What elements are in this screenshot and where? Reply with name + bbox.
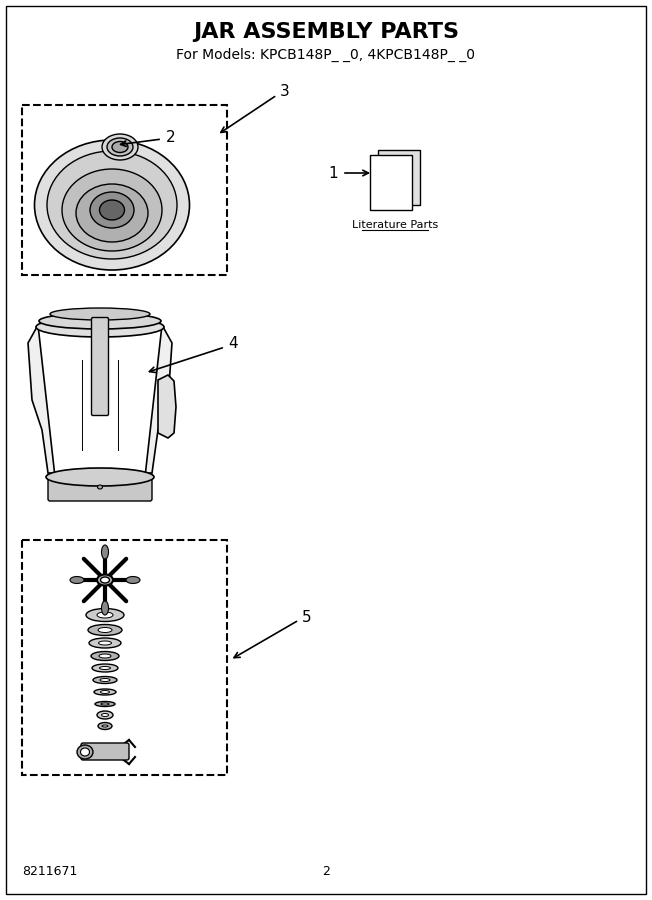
Ellipse shape — [90, 192, 134, 228]
Text: 1: 1 — [329, 166, 338, 181]
Ellipse shape — [102, 545, 108, 559]
Text: 2: 2 — [322, 865, 330, 878]
Polygon shape — [28, 325, 172, 477]
Bar — [22, 105, 227, 275]
Ellipse shape — [92, 664, 118, 672]
Polygon shape — [158, 375, 176, 438]
Ellipse shape — [47, 151, 177, 259]
FancyBboxPatch shape — [48, 475, 152, 501]
Ellipse shape — [91, 652, 119, 661]
Ellipse shape — [98, 485, 102, 489]
Ellipse shape — [102, 714, 108, 716]
Ellipse shape — [112, 141, 128, 152]
Ellipse shape — [98, 723, 112, 730]
Ellipse shape — [39, 313, 161, 329]
Ellipse shape — [102, 725, 108, 727]
FancyBboxPatch shape — [370, 155, 412, 210]
FancyBboxPatch shape — [378, 150, 420, 205]
Ellipse shape — [100, 200, 125, 220]
Ellipse shape — [126, 577, 140, 583]
Ellipse shape — [100, 667, 110, 670]
Ellipse shape — [89, 638, 121, 648]
FancyBboxPatch shape — [91, 318, 108, 416]
Ellipse shape — [93, 677, 117, 683]
Ellipse shape — [100, 577, 110, 583]
Ellipse shape — [62, 169, 162, 251]
Ellipse shape — [98, 627, 112, 633]
Text: Literature Parts: Literature Parts — [352, 220, 438, 230]
Ellipse shape — [80, 748, 89, 756]
Ellipse shape — [77, 745, 93, 759]
Text: 4: 4 — [228, 337, 237, 352]
Ellipse shape — [76, 184, 148, 242]
Text: 8211671: 8211671 — [22, 865, 78, 878]
Ellipse shape — [50, 308, 150, 320]
Ellipse shape — [86, 608, 124, 622]
Bar — [22, 540, 227, 775]
Ellipse shape — [98, 641, 111, 645]
Text: JAR ASSEMBLY PARTS: JAR ASSEMBLY PARTS — [193, 22, 459, 42]
Ellipse shape — [94, 689, 116, 695]
Ellipse shape — [70, 577, 84, 583]
Ellipse shape — [100, 679, 110, 681]
Ellipse shape — [102, 601, 108, 615]
Ellipse shape — [97, 574, 113, 586]
Ellipse shape — [101, 703, 109, 705]
Ellipse shape — [95, 701, 115, 706]
Ellipse shape — [102, 134, 138, 160]
FancyBboxPatch shape — [81, 743, 129, 760]
Text: 5: 5 — [302, 609, 312, 625]
Ellipse shape — [88, 625, 122, 635]
Ellipse shape — [46, 468, 154, 486]
Ellipse shape — [100, 690, 110, 694]
Ellipse shape — [35, 140, 190, 270]
Text: For Models: KPCB148P_ _0, 4KPCB148P_ _0: For Models: KPCB148P_ _0, 4KPCB148P_ _0 — [177, 48, 475, 62]
Ellipse shape — [36, 317, 164, 337]
Text: 2: 2 — [166, 130, 175, 146]
Ellipse shape — [107, 138, 133, 156]
Ellipse shape — [97, 711, 113, 719]
Ellipse shape — [97, 612, 113, 618]
Text: 3: 3 — [280, 85, 289, 100]
Ellipse shape — [99, 654, 111, 658]
